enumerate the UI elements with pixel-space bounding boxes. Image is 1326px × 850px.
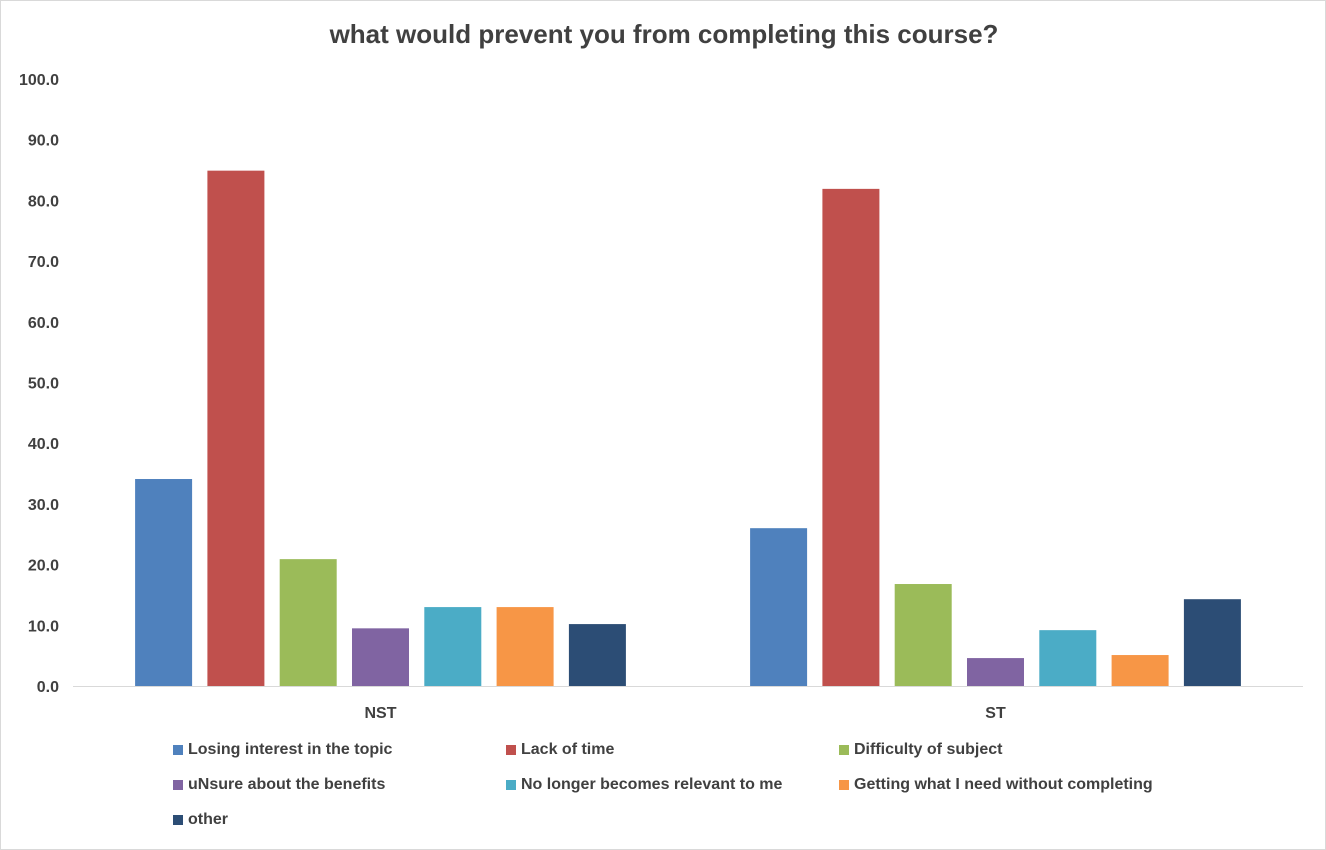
x-tick-label: NST — [365, 705, 397, 721]
y-tick-label: 10.0 — [28, 618, 59, 635]
legend-label: Losing interest in the topic — [188, 741, 393, 758]
bar — [750, 528, 808, 686]
y-tick-label: 40.0 — [28, 436, 59, 453]
bar — [207, 170, 265, 687]
y-tick-label: 80.0 — [28, 193, 59, 210]
bar — [1039, 630, 1097, 686]
legend-label: No longer becomes relevant to me — [521, 776, 783, 793]
y-tick-label: 30.0 — [28, 497, 59, 514]
legend-label: Difficulty of subject — [854, 741, 1003, 758]
bar — [1183, 599, 1241, 686]
y-tick-label: 20.0 — [28, 558, 59, 575]
y-tick-label: 100.0 — [19, 72, 59, 89]
legend-item: Difficulty of subject — [839, 741, 1002, 759]
bar — [568, 624, 626, 686]
legend-item: Getting what I need without completing — [839, 776, 1153, 794]
bar — [894, 584, 952, 686]
legend-swatch — [506, 780, 516, 790]
legend-label: Lack of time — [521, 741, 615, 758]
legend-item: uNsure about the benefits — [173, 776, 385, 794]
legend-swatch — [839, 745, 849, 755]
legend-label: other — [188, 811, 228, 828]
legend-swatch — [839, 780, 849, 790]
legend-label: uNsure about the benefits — [188, 776, 386, 793]
bar — [967, 658, 1024, 686]
legend-item: No longer becomes relevant to me — [506, 776, 782, 794]
y-tick-label: 50.0 — [28, 376, 59, 393]
legend-swatch — [506, 745, 516, 755]
legend-item: Losing interest in the topic — [173, 741, 392, 759]
bar — [496, 607, 554, 686]
legend-item: Lack of time — [506, 741, 614, 759]
y-tick-label: 70.0 — [28, 254, 59, 271]
bar — [424, 607, 482, 686]
legend-swatch — [173, 780, 183, 790]
legend-label: Getting what I need without completing — [854, 776, 1153, 793]
x-tick-label: ST — [985, 705, 1006, 721]
plot-area: 0.0 10.0 20.0 30.0 40.0 50.0 60.0 70.0 80.0 90.0 1… — [19, 72, 1303, 721]
legend-swatch — [173, 745, 183, 755]
bar — [135, 479, 193, 686]
legend-item: other — [173, 811, 228, 829]
bar — [822, 188, 880, 686]
bar — [352, 628, 409, 686]
bar — [279, 559, 337, 686]
bar — [1111, 655, 1169, 686]
y-tick-label: 0.0 — [37, 679, 59, 696]
y-tick-label: 90.0 — [28, 133, 59, 150]
legend-swatch — [173, 815, 183, 825]
chart-title: what would prevent you from completing t… — [329, 19, 999, 49]
y-tick-label: 60.0 — [28, 315, 59, 332]
